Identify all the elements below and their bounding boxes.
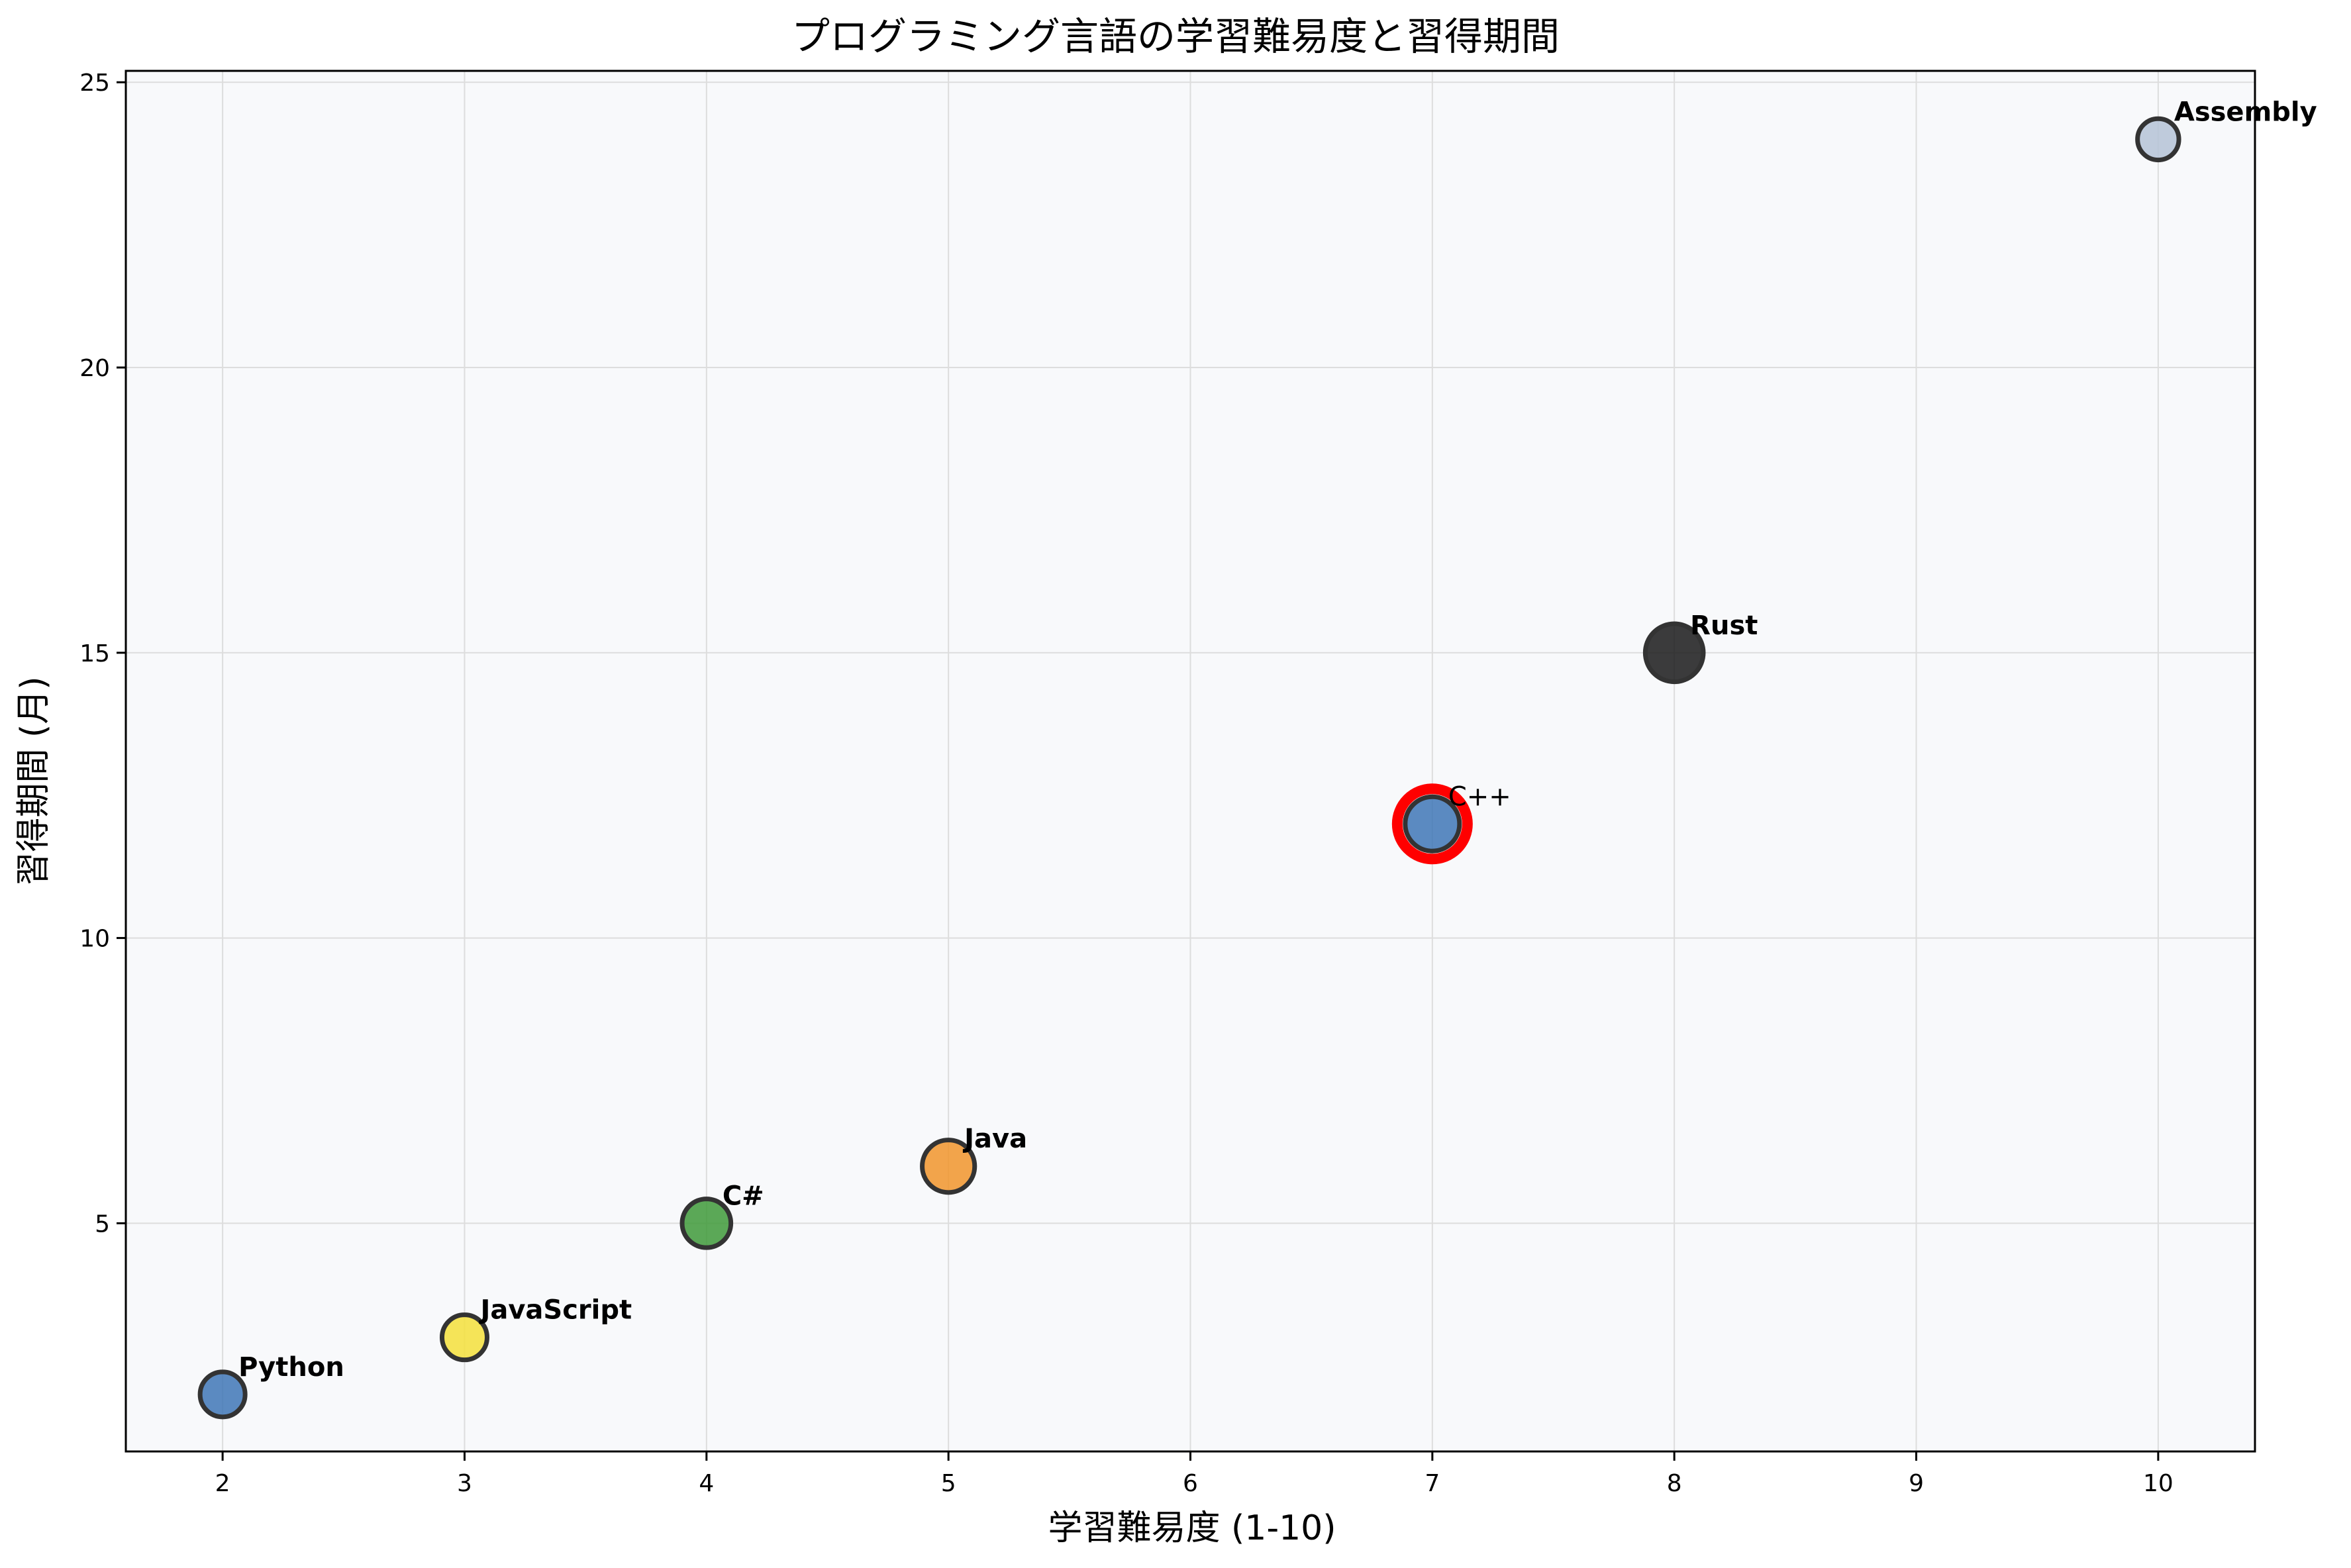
point-label: C++ (1448, 781, 1511, 812)
grid (126, 71, 2255, 1451)
scatter-point (679, 1197, 734, 1250)
scatter-point (1403, 794, 1462, 854)
scatter-point (1642, 621, 1706, 685)
x-axis-label: 学習難易度 (1-10) (1048, 1508, 1336, 1548)
y-tick-label: 25 (79, 70, 110, 97)
scatter-point (920, 1138, 977, 1195)
scatter-point (2135, 116, 2181, 163)
y-tick-label: 5 (95, 1210, 110, 1238)
point-label: C# (723, 1181, 764, 1211)
x-tick-label: 10 (2143, 1470, 2174, 1497)
scatter-point (439, 1312, 489, 1363)
y-tick-label: 20 (79, 355, 110, 382)
highlight-ring (1391, 783, 1473, 865)
x-tick-label: 9 (1909, 1470, 1924, 1497)
y-tick-label: 10 (79, 926, 110, 953)
point-label: Java (962, 1124, 1027, 1154)
data-points (197, 116, 2181, 1420)
x-tick-label: 2 (215, 1470, 230, 1497)
point-label: Rust (1690, 611, 1758, 641)
point-label: JavaScript (478, 1295, 632, 1326)
y-axis-label: 習得期間 (月) (14, 676, 54, 886)
y-tick-label: 15 (79, 640, 110, 667)
point-labels: Python JavaScript C# Java C++ Rust Assembly (238, 97, 2317, 1382)
point-label: Assembly (2174, 97, 2317, 127)
ticks: 2 3 4 5 6 7 8 9 10 5 10 15 20 25 (79, 70, 2174, 1497)
point-label: Python (238, 1352, 344, 1383)
scatter-point (197, 1369, 248, 1420)
x-tick-label: 8 (1667, 1470, 1682, 1497)
x-tick-label: 3 (457, 1470, 472, 1497)
plot-frame (125, 70, 2256, 1453)
x-tick-label: 5 (941, 1470, 956, 1497)
x-tick-label: 6 (1183, 1470, 1198, 1497)
chart-title: プログラミング言語の学習難易度と習得期間 (791, 14, 1560, 59)
x-tick-label: 4 (699, 1470, 714, 1497)
x-tick-label: 7 (1425, 1470, 1440, 1497)
